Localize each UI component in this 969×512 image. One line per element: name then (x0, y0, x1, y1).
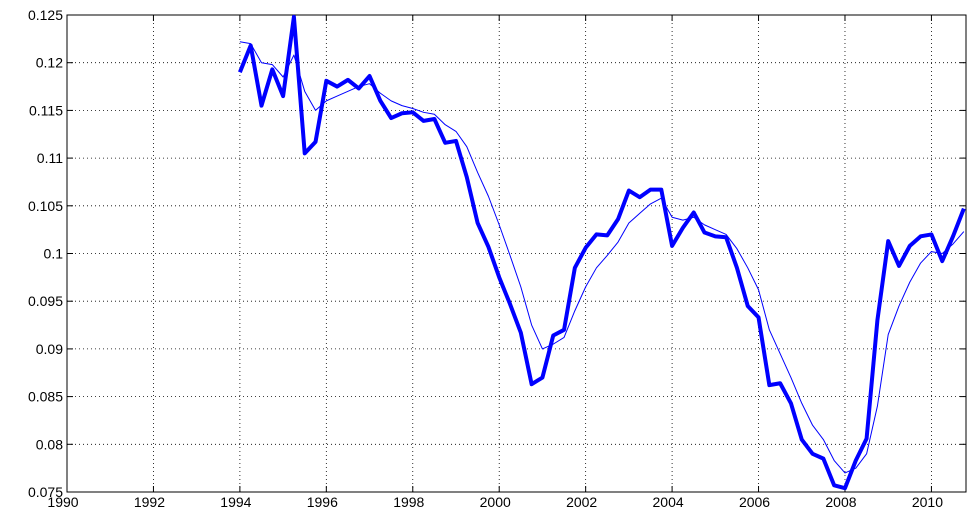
y-tick-label: 0.115 (29, 102, 63, 118)
y-tick-label: 0.125 (28, 7, 63, 23)
x-tick-label: 2000 (480, 494, 511, 510)
x-tick-label: 2010 (912, 494, 943, 510)
data-line (238, 14, 966, 491)
y-tick-label: 0.09 (36, 341, 63, 357)
y-tick-label: 0.075 (28, 484, 63, 500)
y-tick-label: 0.095 (28, 293, 63, 309)
x-tick-label: 1998 (393, 494, 424, 510)
data-line (239, 41, 965, 474)
y-tick-label: 0.11 (37, 150, 63, 166)
y-tick-label: 0.08 (36, 436, 63, 452)
plot-frame (66, 14, 967, 493)
x-tick-label: 1996 (307, 494, 338, 510)
y-tick-label: 0.12 (36, 55, 63, 71)
x-tick-label: 1992 (134, 494, 165, 510)
x-tick-label: 2002 (566, 494, 597, 510)
x-tick-label: 2004 (653, 494, 684, 510)
x-tick-label: 2008 (825, 494, 856, 510)
x-tick-label: 1994 (220, 494, 251, 510)
y-tick-label: 0.1 (44, 246, 64, 262)
y-tick-label: 0.085 (28, 389, 63, 405)
y-tick-label: 0.105 (28, 198, 63, 214)
x-tick-label: 1990 (47, 494, 78, 510)
x-tick-label: 2006 (739, 494, 770, 510)
